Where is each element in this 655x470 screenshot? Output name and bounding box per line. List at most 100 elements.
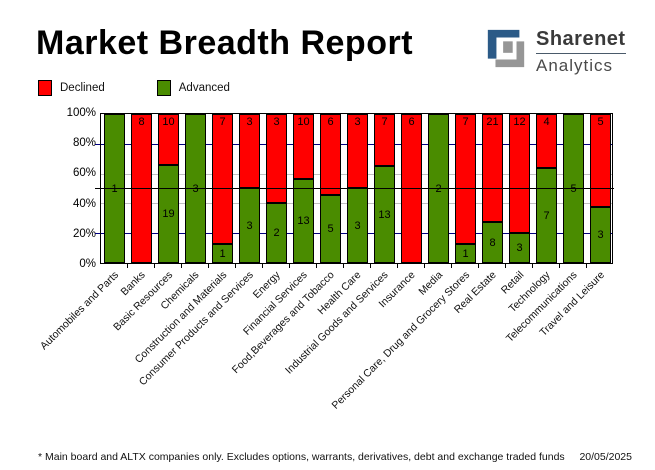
bar-advanced-segment: 3 <box>239 188 260 263</box>
bar-value-label-advanced: 5 <box>327 223 334 235</box>
legend-label-advanced: Advanced <box>178 82 230 94</box>
y-axis-tick <box>95 144 100 145</box>
x-axis-tick <box>478 264 479 268</box>
bar-declined-segment: 3 <box>347 114 368 188</box>
declined-swatch-icon <box>38 80 52 96</box>
logo-line1: Sharenet <box>536 28 626 54</box>
y-axis-label: 100% <box>66 107 96 119</box>
x-axis-tick <box>586 264 587 268</box>
bar-advanced-segment: 5 <box>320 195 341 263</box>
page-title: Market Breadth Report <box>36 24 414 62</box>
bar-value-label-declined: 6 <box>327 116 334 128</box>
bar-declined-segment: 10 <box>293 114 314 179</box>
fifty-percent-line <box>95 188 614 189</box>
bar-declined-segment: 3 <box>266 114 287 203</box>
bar-value-label-advanced: 3 <box>246 219 253 232</box>
bar-declined-segment: 5 <box>590 114 611 207</box>
bar-value-label-declined: 3 <box>273 116 280 128</box>
bar-value-label-advanced: 19 <box>162 208 175 220</box>
bar-value-label-declined: 3 <box>354 116 361 128</box>
x-axis-tick <box>505 264 506 268</box>
bar-advanced-segment: 3 <box>509 233 530 263</box>
bar-declined-segment: 4 <box>536 114 557 168</box>
bar-value-label-declined: 10 <box>162 116 175 128</box>
sharenet-logo: Sharenet Analytics <box>484 27 626 76</box>
bar-value-label-advanced: 13 <box>378 208 391 221</box>
y-axis-label: 40% <box>72 198 96 210</box>
x-axis-tick <box>262 264 263 268</box>
logo-line2: Analytics <box>536 56 614 75</box>
bar-value-label-declined: 10 <box>297 116 310 128</box>
x-axis-tick <box>397 264 398 268</box>
bar-advanced-segment: 13 <box>374 166 395 263</box>
x-axis-tick <box>289 264 290 268</box>
advanced-swatch-icon <box>156 80 171 96</box>
bar-advanced-segment: 8 <box>482 222 503 263</box>
footnote: * Main board and ALTX companies only. Ex… <box>38 451 565 463</box>
sharenet-logo-icon <box>487 29 525 68</box>
legend-item-declined: Declined <box>38 80 105 96</box>
x-axis-label-text: Automobiles and Parts <box>37 269 121 353</box>
bar-value-label-advanced: 1 <box>219 247 226 260</box>
bar-value-label-declined: 12 <box>513 116 526 128</box>
bar-advanced-segment: 13 <box>293 179 314 263</box>
legend-label-declined: Declined <box>60 82 105 94</box>
x-axis-tick <box>235 264 236 268</box>
bar-value-label-declined: 7 <box>219 116 226 128</box>
bar-value-label-advanced: 8 <box>489 236 496 249</box>
bar-value-label-declined: 5 <box>597 116 604 128</box>
footer: * Main board and ALTX companies only. Ex… <box>38 451 632 463</box>
bar-value-label-declined: 8 <box>138 116 145 128</box>
bar-value-label-advanced: 13 <box>297 215 310 227</box>
x-axis-tick <box>127 264 128 268</box>
bar-value-label-declined: 4 <box>543 116 550 128</box>
x-axis-tick <box>316 264 317 268</box>
legend: Declined Advanced <box>38 80 230 96</box>
y-axis-label: 0% <box>79 258 96 270</box>
x-axis-tick <box>370 264 371 268</box>
bar-value-label-declined: 7 <box>381 116 388 128</box>
bar-declined-segment: 7 <box>212 114 233 244</box>
bar-advanced-segment: 3 <box>590 207 611 263</box>
x-axis-tick <box>208 264 209 268</box>
bar-value-label-advanced: 3 <box>597 229 604 241</box>
bar-advanced-segment: 3 <box>347 188 368 263</box>
bar-value-label-declined: 6 <box>408 116 415 128</box>
x-axis-tick <box>532 264 533 268</box>
bar-declined-segment: 10 <box>158 114 179 165</box>
bar-declined-segment: 21 <box>482 114 503 222</box>
bar-advanced-segment: 1 <box>455 244 476 263</box>
y-axis-label: 60% <box>72 167 96 179</box>
bar-value-label-advanced: 3 <box>354 219 361 232</box>
bar-advanced-segment: 19 <box>158 165 179 263</box>
y-axis-tick <box>95 233 100 234</box>
x-axis-tick <box>154 264 155 268</box>
bar-value-label-declined: 3 <box>246 116 253 128</box>
x-axis-tick <box>181 264 182 268</box>
x-axis-tick <box>343 264 344 268</box>
bar-value-label-advanced: 1 <box>462 247 469 260</box>
bar-advanced-segment: 1 <box>212 244 233 263</box>
bar-value-label-advanced: 3 <box>516 242 523 254</box>
y-axis-label: 20% <box>72 228 96 240</box>
x-axis-tick <box>559 264 560 268</box>
bar-value-label-advanced: 7 <box>543 209 550 222</box>
bar-advanced-segment: 7 <box>536 168 557 263</box>
plot-area: 181019371333210136533713627121812347553 <box>95 113 614 264</box>
x-axis-tick <box>424 264 425 268</box>
legend-item-advanced: Advanced <box>156 80 230 96</box>
y-axis-label: 80% <box>72 137 96 149</box>
bar-declined-segment: 6 <box>320 114 341 195</box>
bar-declined-segment: 7 <box>374 114 395 166</box>
x-axis-tick <box>451 264 452 268</box>
bar-value-label-declined: 21 <box>486 116 499 128</box>
bar-advanced-segment: 2 <box>266 203 287 263</box>
bar-declined-segment: 3 <box>239 114 260 188</box>
report-date: 20/05/2025 <box>579 451 632 463</box>
bar-declined-segment: 7 <box>455 114 476 244</box>
bar-value-label-advanced: 2 <box>273 227 280 239</box>
logo-text: Sharenet Analytics <box>536 28 626 76</box>
bar-declined-segment: 12 <box>509 114 530 233</box>
bar-value-label-declined: 7 <box>462 116 469 128</box>
